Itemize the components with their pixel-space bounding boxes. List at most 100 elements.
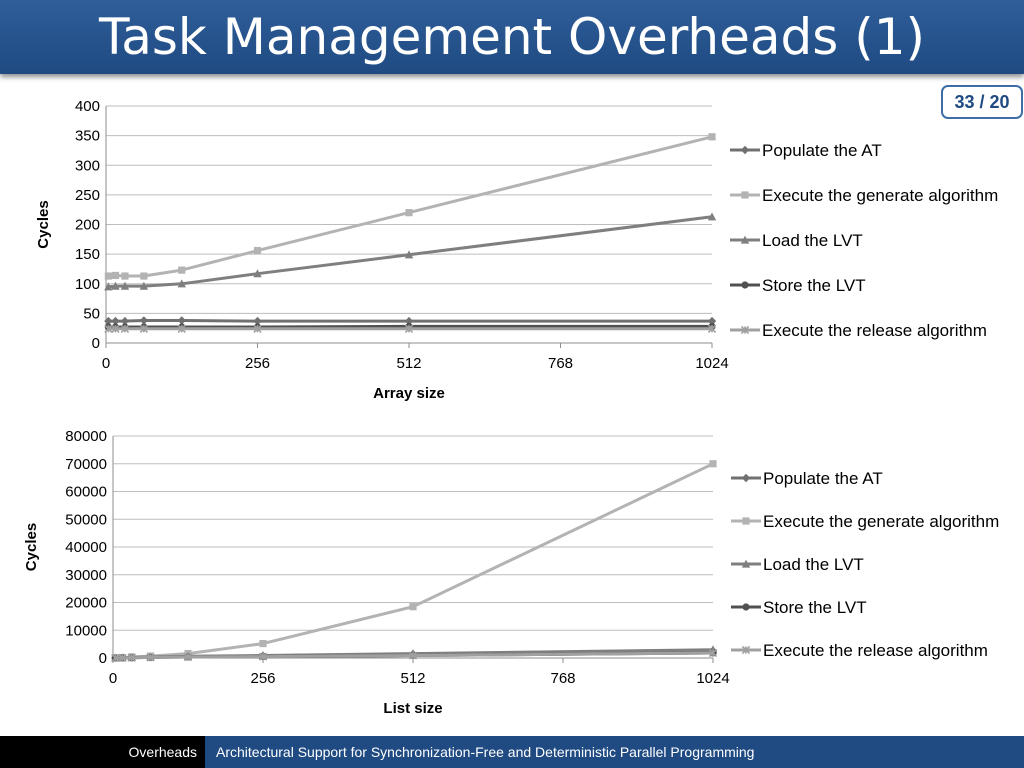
legend-label: Load the LVT	[763, 555, 864, 574]
legend-label: Load the LVT	[762, 231, 863, 250]
data-point	[127, 653, 136, 662]
y-tick-label: 350	[75, 128, 100, 145]
legend-marker	[742, 603, 750, 611]
y-tick-label: 200	[75, 217, 100, 234]
data-point	[178, 266, 186, 274]
data-point	[708, 648, 718, 658]
x-tick-label: 512	[396, 355, 421, 372]
x-tick-label: 0	[102, 355, 110, 372]
y-tick-label: 400	[75, 98, 100, 115]
x-axis-title: List size	[383, 700, 442, 717]
data-point	[139, 281, 149, 290]
data-point	[177, 279, 186, 288]
x-tick-label: 1024	[696, 670, 729, 687]
data-point	[139, 316, 149, 325]
data-point	[111, 316, 120, 326]
data-point	[111, 324, 120, 333]
legend-label: Execute the generate algorithm	[763, 512, 999, 531]
data-point	[104, 324, 113, 333]
y-axis-title: Cycles	[35, 200, 52, 248]
data-point	[404, 250, 414, 259]
y-tick-label: 0	[92, 335, 100, 352]
legend-label: Store the LVT	[763, 598, 867, 617]
data-point	[118, 653, 127, 663]
legend-marker	[741, 281, 749, 289]
data-point	[111, 271, 120, 280]
data-point	[104, 282, 113, 291]
data-point	[120, 324, 130, 333]
x-tick-label: 256	[250, 670, 275, 687]
footer-section: Overheads	[0, 736, 205, 768]
x-tick-label: 768	[548, 355, 573, 372]
y-tick-label: 50000	[65, 511, 107, 528]
data-point	[111, 653, 120, 663]
x-tick-label: 768	[550, 670, 575, 687]
legend-marker	[740, 235, 750, 244]
y-tick-label: 40000	[65, 539, 107, 556]
y-tick-label: 100	[75, 276, 100, 293]
data-point	[259, 639, 267, 648]
data-point	[707, 212, 717, 221]
y-tick-label: 80000	[65, 428, 107, 445]
footer-bar: Overheads Architectural Support for Sync…	[0, 736, 1024, 768]
legend-label: Execute the release algorithm	[763, 641, 988, 660]
y-axis-title: Cycles	[23, 523, 40, 571]
y-tick-label: 70000	[65, 456, 107, 473]
legend-marker	[741, 473, 751, 483]
data-point	[139, 324, 149, 333]
legend-marker	[740, 325, 750, 335]
data-point	[253, 246, 262, 255]
legend-marker	[740, 145, 750, 155]
data-point	[253, 324, 262, 333]
data-point	[707, 324, 717, 333]
y-tick-label: 150	[75, 246, 100, 263]
x-tick-label: 1024	[695, 355, 728, 372]
legend-marker	[741, 559, 751, 568]
title-bar: Task Management Overheads (1)	[0, 0, 1024, 74]
list-size-chart: 0 10000 20000 30000 40000 50000 60000 70000 8000…	[23, 428, 999, 717]
slide-title: Task Management Overheads (1)	[98, 8, 926, 66]
legend-label: Populate the AT	[762, 141, 882, 160]
y-tick-label: 0	[99, 650, 107, 667]
data-point	[404, 324, 414, 333]
legend-label: Store the LVT	[762, 276, 866, 295]
data-point	[111, 281, 120, 290]
data-point	[120, 281, 130, 290]
y-tick-label: 10000	[65, 622, 107, 639]
data-point	[140, 272, 148, 280]
data-point	[120, 316, 130, 326]
data-point	[253, 269, 262, 278]
series-line	[115, 462, 714, 660]
y-tick-label: 50	[83, 305, 100, 322]
data-point	[253, 316, 262, 326]
series-line	[108, 215, 713, 289]
data-point	[708, 133, 716, 141]
x-tick-label: 512	[400, 670, 425, 687]
legend-label: Execute the generate algorithm	[762, 186, 998, 205]
legend-marker	[741, 645, 751, 655]
x-tick-label: 0	[109, 670, 117, 687]
x-tick-label: 256	[245, 355, 270, 372]
legend-marker	[742, 517, 750, 525]
data-point	[177, 324, 186, 333]
data-point	[707, 316, 717, 326]
data-point	[121, 272, 129, 280]
y-tick-label: 20000	[65, 595, 107, 612]
data-point	[409, 603, 417, 611]
y-tick-label: 300	[75, 157, 100, 174]
legend-label: Populate the AT	[763, 469, 883, 488]
data-point	[404, 316, 414, 326]
page-indicator: 33 / 20	[941, 85, 1023, 119]
legend-label: Execute the release algorithm	[762, 321, 987, 340]
array-size-chart: 0 50 100 150 200 250 300 350 400 0 256 512 768 1024 Ar…	[35, 98, 998, 402]
data-point	[104, 272, 112, 280]
data-point	[183, 652, 193, 662]
data-point	[408, 651, 418, 660]
data-point	[258, 652, 268, 661]
x-axis-title: Array size	[373, 385, 445, 402]
data-point	[405, 209, 413, 217]
y-tick-label: 30000	[65, 567, 107, 584]
legend-marker	[741, 191, 749, 199]
data-point	[104, 316, 113, 326]
y-tick-label: 250	[75, 187, 100, 204]
